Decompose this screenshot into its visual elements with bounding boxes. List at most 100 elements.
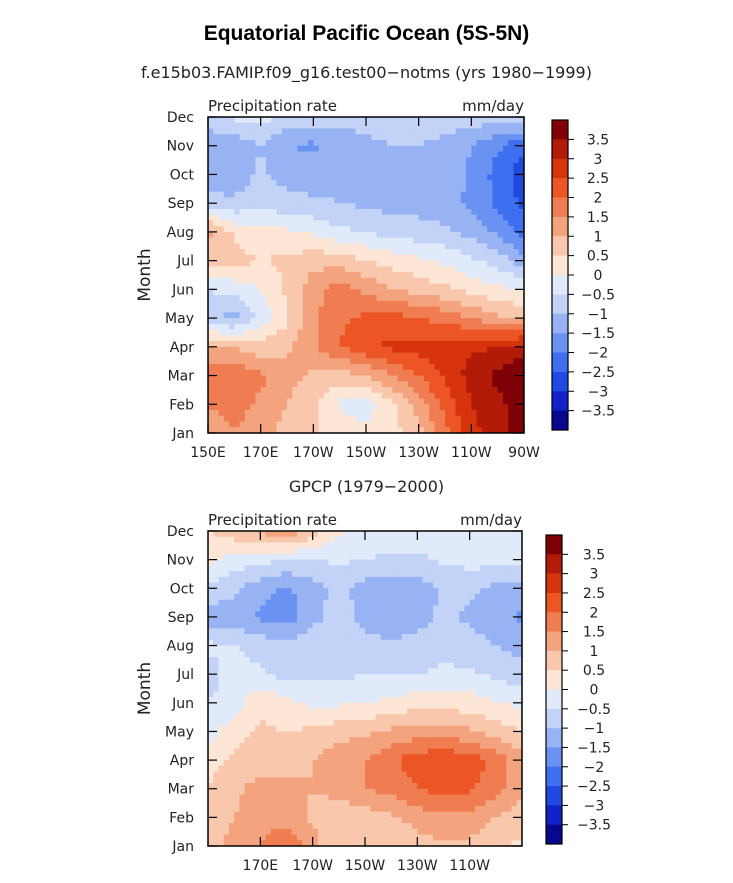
contour-cell xyxy=(450,249,457,256)
contour-cell xyxy=(297,157,304,164)
contour-cell xyxy=(427,536,434,544)
contour-cell xyxy=(459,531,466,538)
contour-cell xyxy=(387,387,393,394)
contour-cell xyxy=(359,594,366,601)
contour-cell xyxy=(501,639,507,647)
contour-cell xyxy=(349,611,356,618)
contour-cell xyxy=(397,329,404,336)
contour-cell xyxy=(439,231,446,239)
contour-cell xyxy=(271,427,278,433)
contour-cell xyxy=(487,387,493,394)
contour-cell xyxy=(418,404,425,411)
contour-cell xyxy=(244,616,251,624)
contour-cell xyxy=(495,639,502,647)
contour-cell xyxy=(349,594,356,601)
contour-cell xyxy=(423,117,430,124)
contour-cell xyxy=(302,243,309,250)
contour-cell xyxy=(213,668,220,675)
contour-cell xyxy=(270,565,277,572)
contour-cell xyxy=(385,622,392,629)
y-tick-label: Jun xyxy=(171,282,194,298)
contour-cell xyxy=(434,162,441,170)
contour-cell xyxy=(376,300,383,308)
contour-cell xyxy=(417,651,424,658)
contour-cell xyxy=(244,576,251,584)
contour-cell xyxy=(260,369,267,377)
contour-cell xyxy=(265,312,272,319)
contour-cell xyxy=(513,312,520,319)
contour-cell xyxy=(350,260,357,267)
contour-cell xyxy=(392,300,399,308)
contour-cell xyxy=(381,220,388,227)
contour-cell xyxy=(516,594,522,601)
contour-cell xyxy=(450,312,457,319)
contour-cell xyxy=(360,381,367,388)
contour-cell xyxy=(286,536,293,544)
contour-cell xyxy=(413,404,420,411)
contour-cell xyxy=(471,249,478,256)
contour-cell xyxy=(260,208,267,216)
contour-cell xyxy=(485,674,492,681)
contour-cell xyxy=(312,668,319,675)
contour-cell xyxy=(392,312,399,319)
contour-cell xyxy=(302,185,309,193)
contour-cell xyxy=(302,122,309,130)
contour-cell xyxy=(260,266,267,273)
contour-cell xyxy=(366,410,372,417)
contour-cell xyxy=(466,203,472,210)
contour-cell xyxy=(223,427,230,433)
contour-cell xyxy=(448,594,455,601)
contour-cell xyxy=(270,639,277,647)
contour-cell xyxy=(474,662,481,670)
contour-cell xyxy=(502,237,509,244)
contour-cell xyxy=(429,197,436,204)
contour-cell xyxy=(460,208,467,216)
contour-cell xyxy=(492,358,499,365)
contour-cell xyxy=(355,387,362,394)
contour-cell xyxy=(355,335,362,342)
contour-cell xyxy=(418,323,425,331)
contour-cell xyxy=(297,410,304,417)
contour-cell xyxy=(391,645,397,652)
contour-cell xyxy=(366,249,372,256)
contour-cell xyxy=(429,277,436,285)
contour-cell xyxy=(218,651,225,658)
contour-cell xyxy=(487,415,493,423)
contour-cell xyxy=(323,639,329,647)
contour-cell xyxy=(234,329,241,336)
contour-cell xyxy=(213,277,220,285)
contour-cell xyxy=(271,335,278,342)
contour-cell xyxy=(213,346,220,354)
contour-cell xyxy=(397,220,404,227)
contour-cell xyxy=(466,341,472,348)
contour-cell xyxy=(223,588,230,595)
contour-cell xyxy=(413,214,420,222)
contour-cell xyxy=(460,214,467,222)
contour-cell xyxy=(516,553,522,561)
contour-cell xyxy=(508,134,515,141)
contour-cell xyxy=(406,565,413,572)
contour-cell xyxy=(413,318,420,325)
contour-cell xyxy=(466,272,472,279)
contour-cell xyxy=(296,611,303,618)
contour-cell xyxy=(308,295,314,302)
contour-cell xyxy=(297,289,304,296)
contour-cell xyxy=(350,421,357,428)
contour-cell xyxy=(350,404,357,411)
contour-cell xyxy=(218,404,225,411)
contour-cell xyxy=(471,335,478,342)
contour-cell xyxy=(376,237,383,244)
contour-cell xyxy=(422,576,429,584)
contour-cell xyxy=(287,145,293,153)
contour-cell xyxy=(208,323,214,331)
contour-cell xyxy=(370,571,377,578)
contour-cell xyxy=(350,277,357,285)
contour-cell xyxy=(453,651,460,658)
contour-cell xyxy=(255,260,262,267)
contour-cell xyxy=(387,151,393,158)
contour-cell xyxy=(360,277,367,285)
contour-cell xyxy=(422,634,429,641)
contour-cell xyxy=(260,404,267,411)
contour-cell xyxy=(234,174,241,181)
contour-cell xyxy=(276,318,283,325)
